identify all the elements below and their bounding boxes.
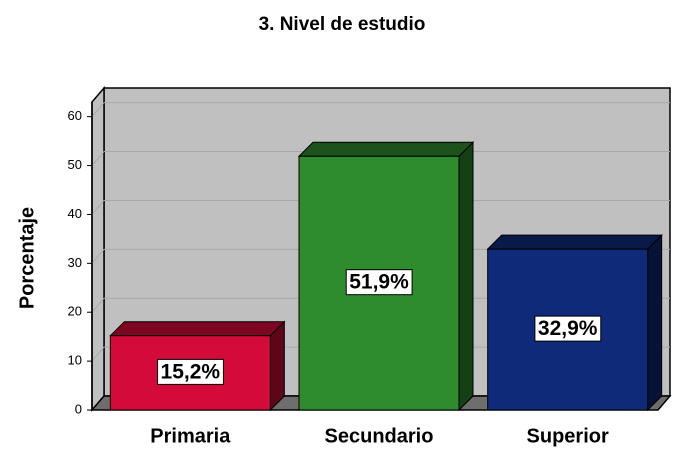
grid-line <box>91 151 105 166</box>
y-tick-label: 40 <box>68 206 82 221</box>
grid-line <box>91 249 105 264</box>
bar-top <box>297 141 475 157</box>
bars <box>109 141 663 412</box>
grid-line <box>91 346 105 362</box>
y-tick-label: 0 <box>75 401 82 416</box>
value-label: 51,9% <box>349 271 409 294</box>
y-tick-label: 10 <box>68 353 82 368</box>
x-tick-label: Secundario <box>325 425 434 447</box>
x-tick-label: Superior <box>527 425 609 447</box>
value-label-box <box>157 358 224 385</box>
side-wall <box>91 85 105 413</box>
chart-title: 3. Nivel de estudio <box>259 14 426 35</box>
value-label: 15,2% <box>161 360 221 383</box>
grid-line <box>91 102 105 117</box>
y-axis-label: Porcentaje <box>16 207 38 309</box>
x-tick-label: Primaria <box>150 425 231 447</box>
value-label-box <box>345 269 413 296</box>
y-tick-label: 30 <box>68 255 82 270</box>
bar-side <box>269 320 285 412</box>
grid-line <box>91 297 105 313</box>
y-tick-label: 50 <box>68 157 82 172</box>
bar-top <box>109 321 286 337</box>
bar-top <box>486 234 663 250</box>
value-label: 32,9% <box>538 317 598 340</box>
y-tick-label: 20 <box>68 304 82 319</box>
bar-side <box>647 233 663 412</box>
bar-side <box>458 141 474 412</box>
y-tick-label: 60 <box>68 108 82 123</box>
grid-line <box>91 200 105 215</box>
value-label-box <box>534 315 602 342</box>
